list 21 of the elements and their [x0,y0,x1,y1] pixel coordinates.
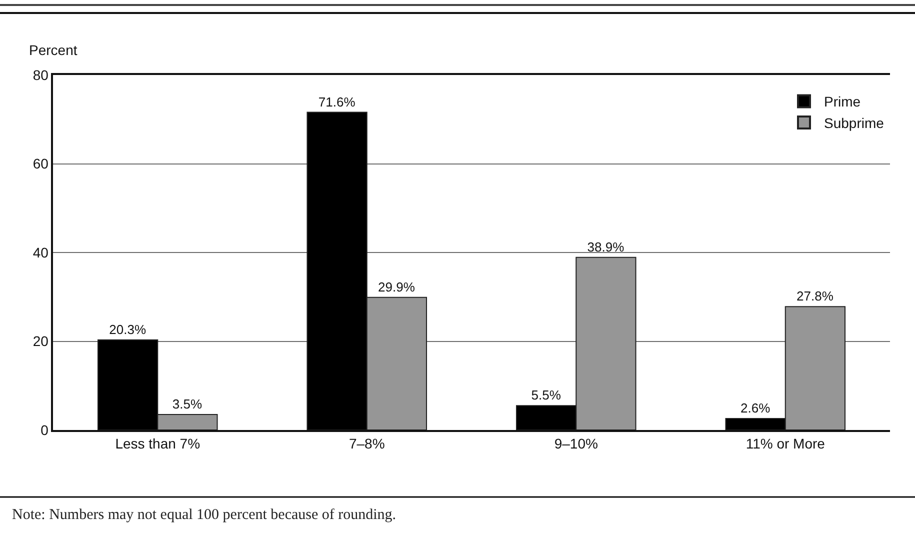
legend-label: Subprime [824,114,884,131]
y-tick-label: 0 [40,422,49,438]
y-tick-label: 20 [32,333,49,350]
data-label: 27.8% [796,288,834,304]
x-tick-label: Less than 7% [115,436,200,452]
x-tick-label: 9–10% [554,436,598,452]
data-label: 20.3% [109,322,146,337]
data-label: 2.6% [740,400,771,416]
x-tick-label: 11% or More [746,436,826,452]
data-label: 3.5% [172,396,202,412]
data-label: 38.9% [587,239,625,254]
legend-label: Prime [824,94,861,110]
data-label: 5.5% [531,388,562,403]
text: Note: Numbers may not equal 100 percent because of rounding. [12,507,396,523]
data-label: 29.9% [378,279,416,294]
x-tick-label: 7–8% [348,436,385,452]
y-tick-label: 80 [32,66,49,83]
y-tick-label: 60 [32,156,49,172]
data-label: 71.6% [318,94,356,110]
y-tick-label: 40 [32,244,49,260]
y-axis-title: Percent [29,42,78,58]
